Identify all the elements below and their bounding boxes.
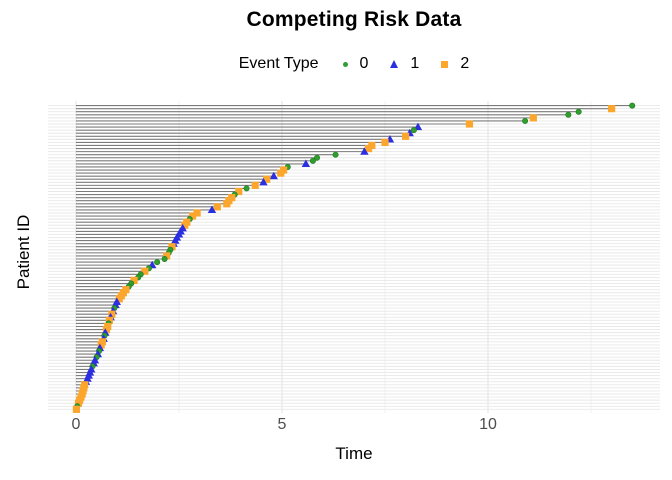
y-axis-label: Patient ID: [14, 214, 33, 290]
x-axis-tick-labels: 0 5 10: [0, 416, 672, 434]
legend-item-label: 2: [460, 55, 470, 72]
legend-item-label: 0: [359, 55, 369, 72]
x-axis-label: Time: [335, 444, 373, 463]
legend-item-event-0: 0: [342, 55, 369, 73]
legend: Event Type 0 1 2: [48, 53, 660, 75]
x-tick-label: 0: [71, 416, 81, 433]
legend-item-label: 1: [410, 55, 420, 72]
legend-item-event-2: 2: [441, 55, 469, 73]
x-tick-label: 5: [277, 416, 287, 433]
legend-title: Event Type: [238, 55, 319, 72]
legend-item-event-1: 1: [390, 55, 419, 73]
x-tick-label: 10: [479, 416, 497, 433]
square-marker-icon: [441, 60, 449, 68]
triangle-marker-icon: [390, 60, 399, 68]
chart-title: Competing Risk Data: [246, 8, 462, 31]
circle-marker-icon: [342, 61, 348, 67]
